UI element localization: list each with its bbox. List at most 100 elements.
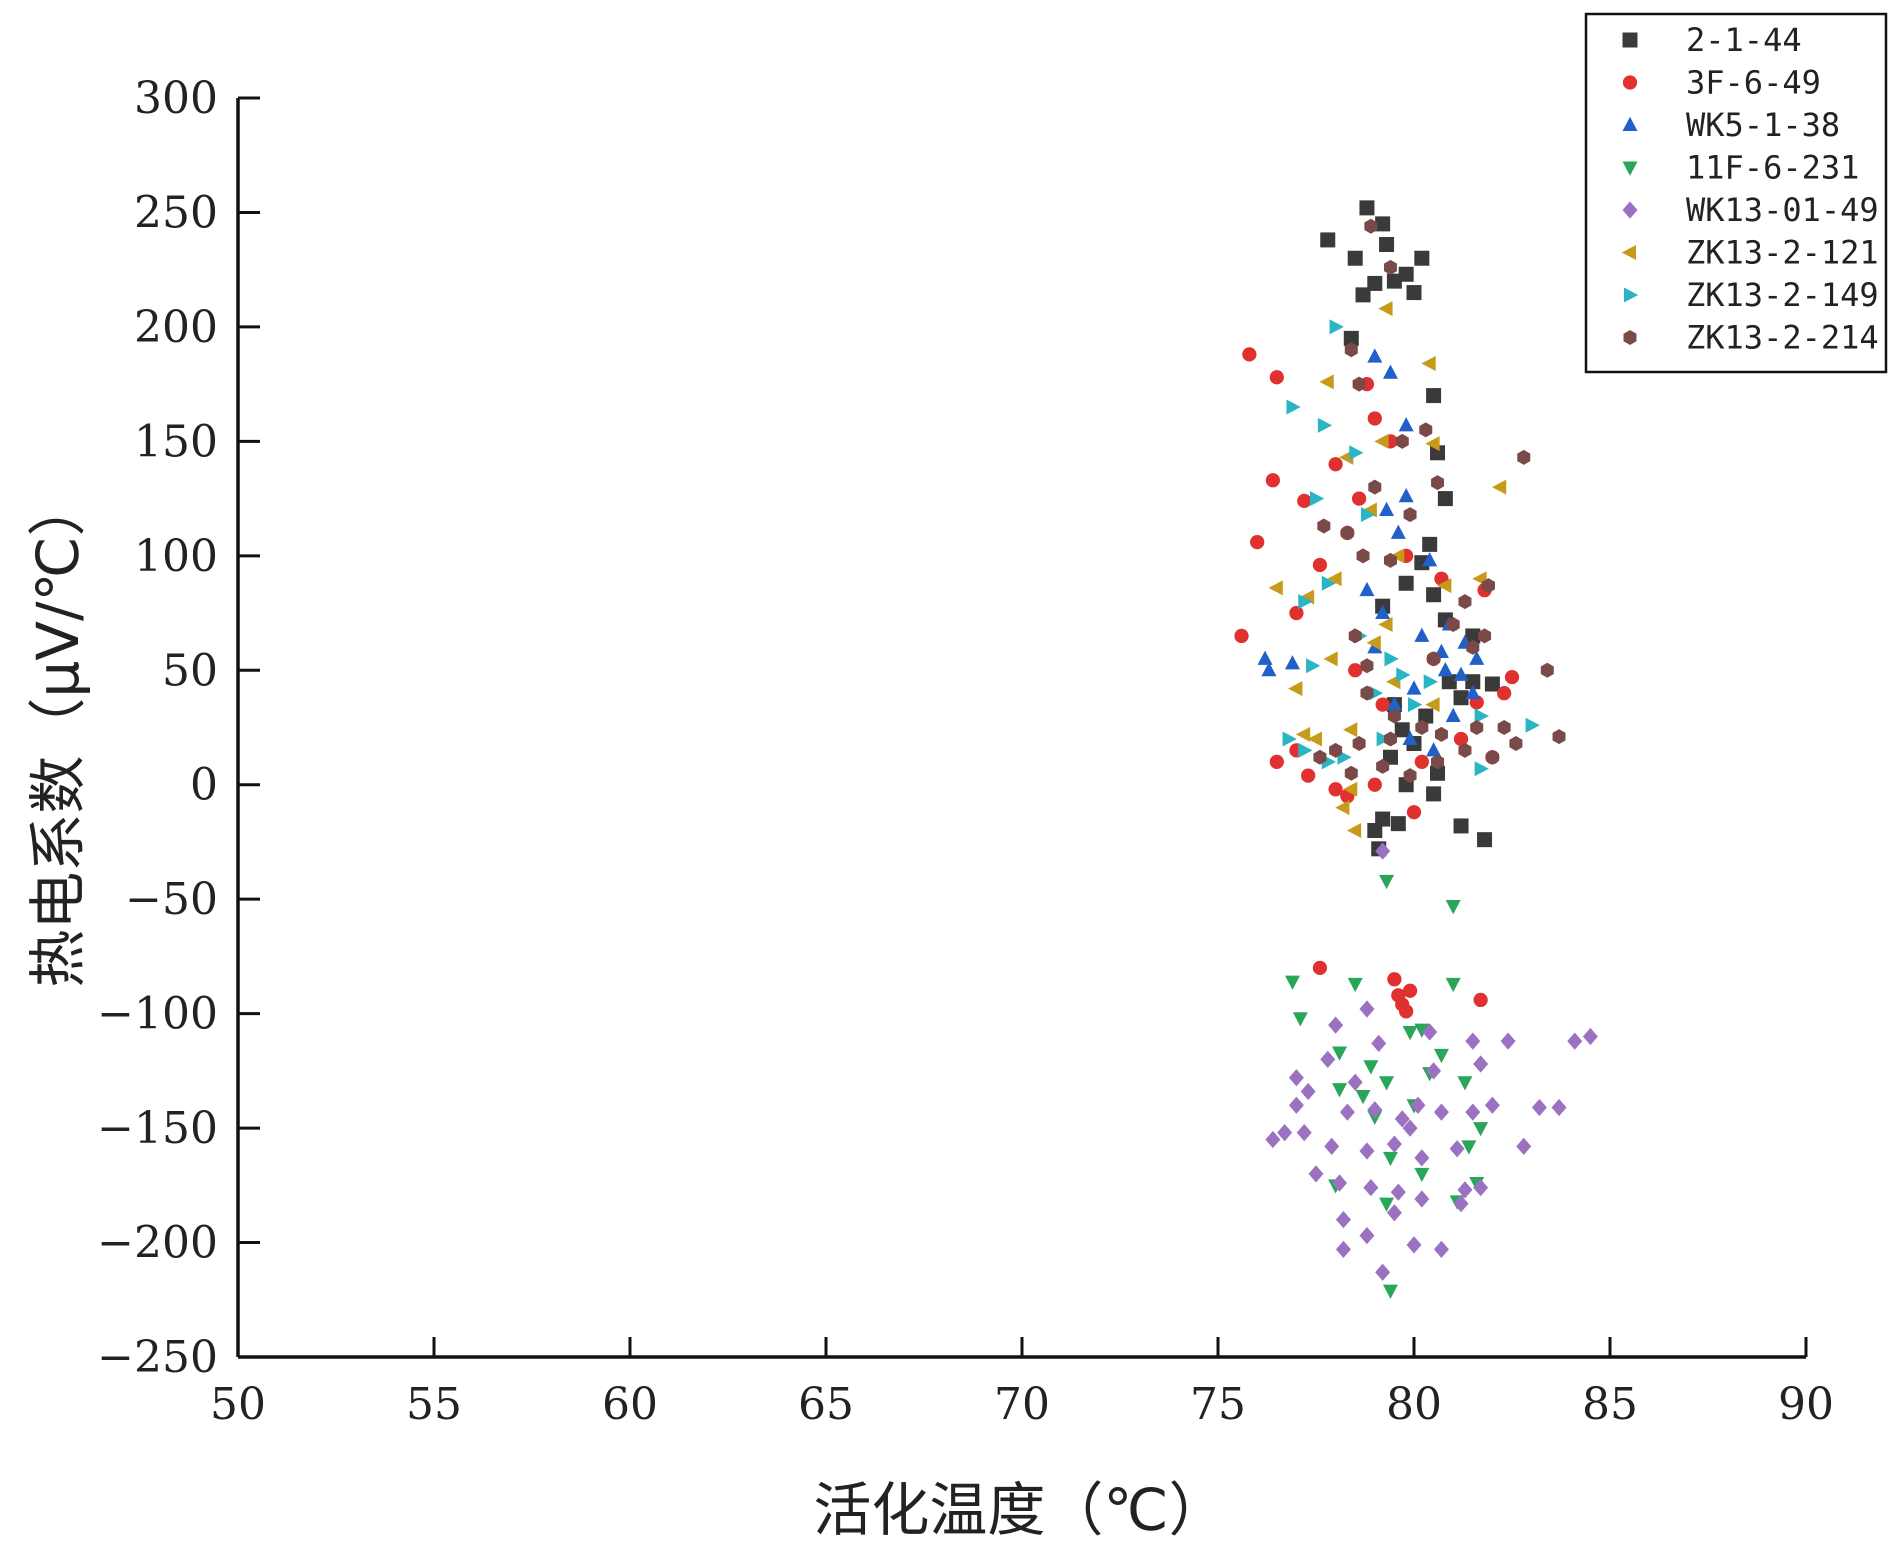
data-point — [1403, 507, 1417, 523]
data-point — [1457, 1181, 1473, 1199]
data-point — [1344, 342, 1358, 358]
data-point — [1312, 557, 1328, 573]
x-tick-label: 55 — [406, 1379, 462, 1430]
data-point — [1516, 1137, 1532, 1156]
data-point — [1288, 1096, 1304, 1114]
data-point — [1277, 1124, 1293, 1142]
data-point — [1509, 736, 1523, 752]
data-point — [1525, 717, 1540, 733]
data-point — [1406, 805, 1422, 820]
data-point — [1517, 449, 1531, 465]
data-point — [1504, 670, 1520, 685]
data-point — [1328, 782, 1343, 797]
data-point — [1414, 250, 1430, 266]
data-point — [1359, 1000, 1375, 1018]
data-point — [1327, 571, 1342, 587]
series-WK13-01-49 — [1265, 842, 1598, 1281]
data-point — [1313, 749, 1327, 765]
data-point — [1307, 731, 1322, 747]
data-point — [1360, 507, 1376, 523]
data-point — [1383, 552, 1397, 568]
data-point — [1465, 674, 1481, 690]
data-point — [1366, 635, 1381, 651]
data-point — [1431, 475, 1445, 491]
legend-label: 2-1-44 — [1686, 21, 1802, 59]
data-point — [1540, 662, 1554, 678]
data-point — [1376, 758, 1390, 774]
data-point — [1390, 524, 1406, 539]
data-point — [1425, 697, 1440, 713]
data-point — [1261, 662, 1277, 677]
series-ZK13-2-214 — [1313, 218, 1566, 784]
series-3F-6-49 — [1234, 347, 1520, 1019]
legend-marker — [1621, 245, 1636, 260]
data-point — [1367, 777, 1382, 792]
y-tick-label: −250 — [97, 1332, 218, 1383]
y-tick-label: −50 — [125, 874, 218, 925]
data-point — [1458, 742, 1472, 758]
legend-label: ZK13-2-149 — [1686, 276, 1879, 314]
data-point — [1426, 786, 1442, 802]
y-tick-label: −100 — [97, 989, 218, 1040]
y-tick-label: 150 — [134, 416, 218, 467]
x-tick-label: 85 — [1582, 1379, 1638, 1430]
data-point — [1383, 259, 1397, 275]
data-point — [1453, 690, 1469, 706]
data-point — [1437, 662, 1453, 677]
data-point — [1398, 417, 1414, 432]
data-point — [1414, 627, 1430, 642]
data-point — [1296, 1124, 1312, 1142]
data-point — [1473, 1178, 1489, 1197]
legend-marker — [1622, 32, 1638, 48]
data-point — [1469, 650, 1485, 665]
data-point — [1292, 1012, 1308, 1027]
data-point — [1446, 616, 1460, 632]
data-point — [1552, 729, 1566, 745]
data-point — [1382, 749, 1398, 765]
data-point — [1383, 731, 1397, 747]
data-point — [1422, 1023, 1438, 1041]
data-point — [1485, 749, 1499, 765]
data-point — [1375, 1263, 1391, 1281]
data-point — [1382, 1151, 1398, 1167]
data-point — [1329, 742, 1343, 758]
data-point — [1367, 1101, 1383, 1119]
legend-marker — [1622, 75, 1638, 90]
x-tick-label: 70 — [994, 1379, 1050, 1430]
data-point — [1445, 900, 1461, 915]
data-point — [1378, 616, 1393, 632]
data-point — [1426, 388, 1442, 404]
data-point — [1343, 781, 1358, 797]
data-point — [1402, 1119, 1418, 1137]
data-point — [1324, 1137, 1340, 1156]
data-point — [1449, 1140, 1465, 1158]
y-tick-label: 300 — [134, 73, 218, 124]
y-tick-label: 200 — [134, 302, 218, 353]
data-point — [1289, 605, 1304, 621]
data-point — [1347, 977, 1363, 993]
data-point — [1426, 587, 1442, 603]
data-point — [1403, 768, 1417, 784]
legend-label: ZK13-2-121 — [1686, 234, 1879, 272]
data-point — [1415, 720, 1429, 735]
data-point — [1265, 1130, 1281, 1149]
data-point — [1394, 722, 1410, 738]
data-point — [1427, 651, 1441, 667]
data-point — [1379, 237, 1395, 253]
data-point — [1437, 578, 1452, 594]
data-point — [1368, 479, 1382, 495]
data-point — [1410, 1096, 1426, 1114]
data-point — [1355, 287, 1371, 303]
legend-label: 11F-6-231 — [1686, 149, 1859, 187]
data-point — [1387, 708, 1401, 724]
data-point — [1374, 433, 1389, 449]
data-point — [1352, 376, 1366, 392]
data-point — [1465, 1103, 1481, 1121]
y-tick-label: 100 — [134, 531, 218, 582]
data-point — [1453, 1195, 1469, 1213]
data-point — [1497, 720, 1511, 735]
data-point — [1430, 765, 1446, 781]
data-point — [1453, 818, 1469, 834]
data-point — [1344, 765, 1358, 781]
legend-marker — [1623, 330, 1637, 345]
